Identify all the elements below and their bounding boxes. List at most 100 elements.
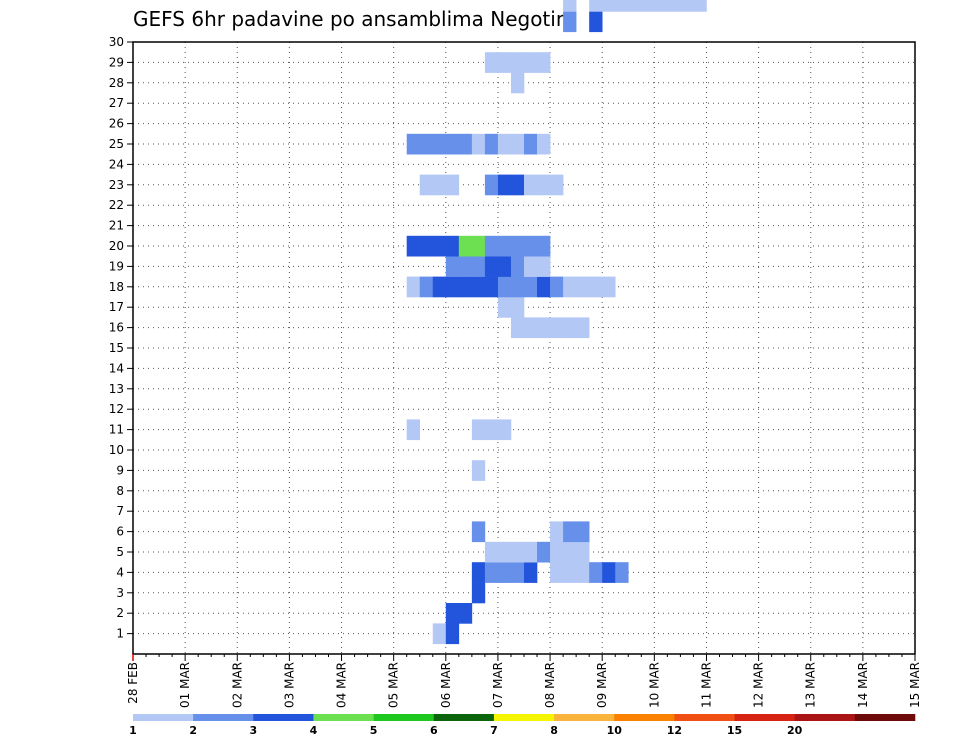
precip-cell bbox=[563, 541, 577, 563]
precip-cell bbox=[693, 0, 707, 12]
y-tick-label: 12 bbox=[109, 402, 124, 416]
precip-cell bbox=[576, 276, 590, 298]
precip-cell bbox=[497, 256, 512, 277]
x-tick-label: 11 MAR bbox=[699, 662, 713, 708]
legend-swatch bbox=[373, 714, 435, 721]
x-tick-label: 28 FEB bbox=[126, 662, 140, 704]
precip-cell bbox=[510, 317, 525, 339]
precip-cell bbox=[563, 0, 577, 12]
precip-cell bbox=[458, 276, 473, 298]
legend-label: 15 bbox=[727, 724, 742, 737]
x-tick-label: 12 MAR bbox=[752, 662, 766, 708]
precip-cell bbox=[524, 174, 538, 196]
y-tick-label: 9 bbox=[116, 463, 124, 477]
precip-cell bbox=[589, 562, 603, 583]
precip-cell bbox=[524, 256, 538, 277]
precip-cell bbox=[510, 133, 525, 155]
precip-cell bbox=[497, 235, 512, 257]
precip-cell bbox=[445, 603, 460, 624]
precip-cell bbox=[497, 297, 512, 318]
precip-cell bbox=[484, 541, 499, 563]
precip-cell bbox=[563, 276, 577, 298]
precip-cell bbox=[654, 0, 668, 12]
precip-cell bbox=[550, 317, 564, 339]
y-tick-label: 14 bbox=[109, 361, 124, 375]
precip-cell bbox=[510, 235, 525, 257]
precip-cell bbox=[524, 235, 538, 257]
precip-cell bbox=[471, 460, 486, 481]
x-tick-label: 07 MAR bbox=[491, 662, 505, 708]
y-tick-label: 8 bbox=[116, 484, 124, 498]
precip-cell bbox=[537, 133, 551, 155]
precip-cell bbox=[458, 235, 473, 257]
precip-cell bbox=[550, 174, 564, 196]
precip-cell bbox=[589, 11, 603, 33]
precip-cell bbox=[524, 133, 538, 155]
precip-cell bbox=[524, 317, 538, 339]
precip-cell bbox=[484, 256, 499, 277]
legend-label: 12 bbox=[667, 724, 682, 737]
y-tick-label: 22 bbox=[109, 198, 124, 212]
precip-cell bbox=[497, 174, 512, 196]
precip-cell bbox=[563, 562, 577, 583]
precip-cell bbox=[510, 174, 525, 196]
precip-cell bbox=[615, 562, 629, 583]
precip-cell bbox=[471, 133, 486, 155]
precip-cell bbox=[524, 562, 538, 583]
precip-cell bbox=[419, 174, 434, 196]
y-tick-label: 11 bbox=[109, 423, 124, 437]
precip-cell bbox=[471, 562, 486, 583]
precip-cell bbox=[445, 256, 460, 277]
legend-swatch bbox=[193, 714, 254, 721]
y-tick-label: 27 bbox=[109, 96, 124, 110]
legend-swatch bbox=[554, 714, 615, 721]
y-tick-label: 20 bbox=[109, 239, 124, 253]
precip-cell bbox=[406, 419, 421, 441]
precip-cell bbox=[497, 52, 512, 73]
precip-cell bbox=[419, 133, 434, 155]
precip-cell bbox=[550, 562, 564, 583]
legend-swatch bbox=[493, 714, 555, 721]
precipitation-cells bbox=[406, 0, 707, 645]
precip-cell bbox=[510, 562, 525, 583]
precip-cell bbox=[471, 419, 486, 441]
precip-cell bbox=[510, 52, 525, 73]
legend-swatch bbox=[794, 714, 856, 721]
x-tick-label: 15 MAR bbox=[908, 662, 922, 708]
y-tick-label: 4 bbox=[116, 565, 124, 579]
y-tick-label: 19 bbox=[109, 259, 124, 273]
precip-cell bbox=[576, 317, 590, 339]
precip-cell bbox=[524, 276, 538, 298]
precip-cell bbox=[510, 297, 525, 318]
precip-cell bbox=[484, 419, 499, 441]
legend-label: 20 bbox=[787, 724, 803, 737]
y-tick-label: 23 bbox=[109, 178, 124, 192]
precip-cell bbox=[667, 0, 681, 12]
precip-cell bbox=[471, 276, 486, 298]
precip-cell bbox=[458, 256, 473, 277]
precip-cell bbox=[510, 72, 525, 94]
legend-label: 2 bbox=[189, 724, 197, 737]
legend-label: 4 bbox=[310, 724, 318, 737]
precip-cell bbox=[432, 174, 447, 196]
precip-cell bbox=[484, 276, 499, 298]
legend-label: 1 bbox=[129, 724, 137, 737]
precip-cell bbox=[510, 256, 525, 277]
precip-cell bbox=[445, 133, 460, 155]
y-tick-label: 24 bbox=[109, 157, 124, 171]
precip-cell bbox=[406, 276, 421, 298]
legend-swatch bbox=[734, 714, 795, 721]
precip-cell bbox=[432, 623, 447, 645]
legend-swatch bbox=[674, 714, 735, 721]
legend-label: 8 bbox=[550, 724, 558, 737]
precip-cell bbox=[537, 174, 551, 196]
precip-cell bbox=[471, 582, 486, 604]
y-tick-label: 21 bbox=[109, 219, 124, 233]
precip-cell bbox=[406, 235, 421, 257]
y-tick-label: 10 bbox=[109, 443, 124, 457]
precip-cell bbox=[419, 235, 434, 257]
precip-cell bbox=[445, 174, 460, 196]
legend-label: 3 bbox=[249, 724, 257, 737]
legend-swatch bbox=[433, 714, 495, 721]
precip-cell bbox=[602, 276, 616, 298]
